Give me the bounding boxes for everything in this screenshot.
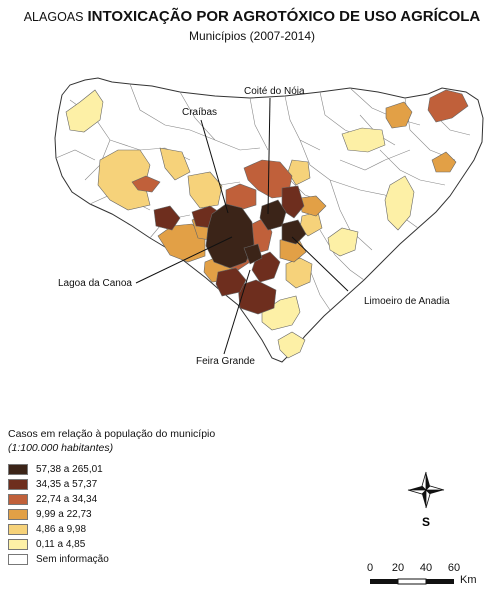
legend-item: Sem informação [8,552,288,567]
map-subtitle: Municípios (2007-2014) [188,29,316,43]
legend-item: 34,35 a 57,37 [8,477,288,492]
municipality-orange [299,195,327,217]
legend-item: 4,86 a 9,98 [8,522,288,537]
municipality-dark [215,267,247,297]
scale-tick: 20 [391,562,405,574]
legend-item: 9,99 a 22,73 [8,507,288,522]
map-title: ALAGOAS INTOXICAÇÃO POR AGROTÓXICO DE USO… [0,8,504,25]
legend-item-label: 34,35 a 57,37 [36,479,98,490]
legend-swatch [8,464,28,475]
municipality-pale [261,295,301,331]
choropleth-municipalities [65,89,469,359]
title-prefix: ALAGOAS [23,10,84,24]
legend-item-label: 57,38 a 265,01 [36,464,103,475]
legend: Casos em relação à população do municípi… [8,428,288,567]
scale-tick: 60 [447,562,461,574]
municipality-medium [427,89,469,123]
label-coite-do-noia: Coité do Nóia [244,86,305,97]
municipality-pale [65,89,104,133]
municipality-orange [431,151,457,173]
legend-item: 57,38 a 265,01 [8,462,288,477]
municipality-dark [237,279,277,315]
municipality-light [159,147,191,181]
legend-item-label: Sem informação [36,554,109,565]
municipality-pale [341,127,386,153]
legend-item-label: 4,86 a 9,98 [36,524,87,535]
scale-bar-graphic [370,578,454,585]
legend-swatch [8,494,28,505]
municipality-light [285,257,313,289]
scale-tick: 40 [419,562,433,574]
municipality-darkest [205,203,255,269]
municipality-darkest [281,219,307,245]
legend-swatch [8,554,28,565]
legend-item-label: 22,74 a 34,34 [36,494,98,505]
municipality-dark [153,205,181,231]
label-lagoa-da-canoa: Lagoa da Canoa [58,278,132,289]
legend-swatch [8,539,28,550]
municipality-orange [385,101,413,129]
municipality-light [187,171,223,209]
municipality-pale [327,227,359,257]
legend-item: 22,74 a 34,34 [8,492,288,507]
legend-title: Casos em relação à população do municípi… [8,428,216,440]
municipality-pale [384,175,415,231]
legend-swatch [8,524,28,535]
legend-item-label: 0,11 a 4,85 [36,539,86,550]
north-arrow-icon: S [407,471,445,529]
municipality-light [287,159,311,186]
legend-subtitle: (1:100.000 habitantes) [8,442,114,454]
legend-swatch [8,509,28,520]
label-limoeiro-de-anadia: Limoeiro de Anadia [364,296,450,307]
legend-item-label: 9,99 a 22,73 [36,509,92,520]
municipality-medium [131,175,161,193]
scale-tick: 0 [366,562,374,574]
leader-lines [135,97,349,355]
legend-swatch [8,479,28,490]
scale-unit: Km [460,574,477,586]
title-main: INTOXICAÇÃO POR AGROTÓXICO DE USO AGRÍCO… [87,8,481,25]
municipality-orange [157,223,206,263]
label-caraibas: Craíbas [182,107,218,118]
label-feira-grande: Feira Grande [196,356,255,367]
north-arrow-letter: S [422,515,430,529]
municipality-darkest [243,243,263,265]
municipality-light [97,149,151,211]
municipality-pale [277,331,306,359]
legend-item: 0,11 a 4,85 [8,537,288,552]
